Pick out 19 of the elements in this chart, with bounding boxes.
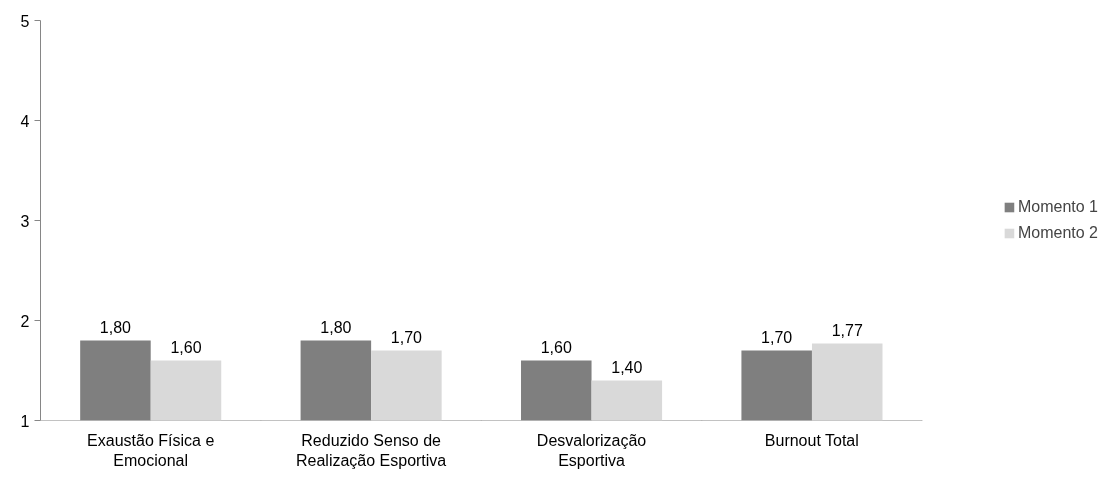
data-label: 1,60 [540, 338, 572, 356]
y-tick-label: 1 [20, 412, 30, 430]
x-tick-label: Exaustão Física e Emocional [87, 431, 215, 469]
y-tick-label: 5 [20, 12, 30, 30]
data-label: 1,70 [761, 328, 793, 346]
data-label: 1,80 [320, 318, 352, 336]
y-tick-label: 3 [20, 212, 30, 230]
data-label: 1,70 [390, 328, 423, 346]
x-tick-label: Reduzido Senso de Realização Esportiva [295, 431, 447, 469]
y-tick-label: 2 [20, 312, 30, 330]
data-label: 1,77 [831, 321, 863, 339]
x-tick-label: Desvalorização Esportiva [536, 431, 647, 469]
x-tick-label: Burnout Total [764, 431, 859, 449]
y-tick-label: 4 [20, 112, 30, 130]
data-label: 1,60 [170, 338, 202, 356]
legend-label: Momento 1 [1017, 198, 1098, 216]
legend-label: Momento 2 [1017, 224, 1098, 242]
data-label: 1,80 [99, 318, 132, 336]
data-label: 1,40 [611, 358, 643, 376]
